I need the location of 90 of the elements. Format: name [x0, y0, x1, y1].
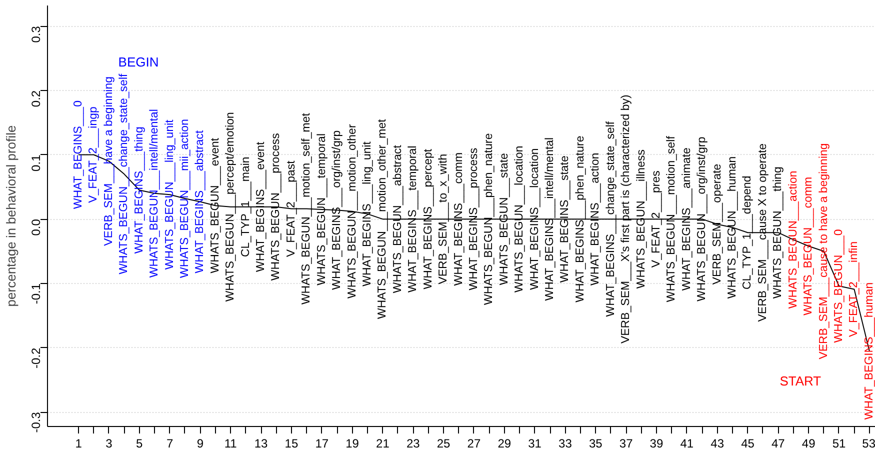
x-tick-label: 37 [619, 436, 634, 450]
annotation: START [780, 373, 822, 388]
annotation: WHATS_BEGUN___state [498, 153, 510, 286]
x-tick-label: 19 [346, 436, 360, 450]
x-tick-label: 53 [862, 436, 875, 450]
x-tick-label: 47 [771, 436, 786, 450]
x-tick-label: 51 [832, 436, 846, 450]
annotation: WHAT_BEGINS___state [559, 156, 572, 283]
y-tick-label: -0.1 [29, 283, 43, 304]
annotation: VERB_SEM___operate [711, 164, 724, 285]
annotation: WHAT_BEGINS___change_state_self [604, 120, 617, 317]
annotation: VERB_SEM___cause to have a beginning [818, 143, 830, 360]
annotation: WHAT_BEGINS___location [528, 148, 541, 290]
annotation: WHAT_BEGINS___org/inst/grp [331, 130, 344, 290]
annotation: VERB_SEM___cause X to operate [756, 143, 769, 322]
annotation: WHATS_BEGUN___phen_nature [483, 133, 496, 305]
x-tick-label: 49 [802, 436, 816, 450]
x-tick-label: 43 [710, 436, 724, 450]
annotation: VERB_SEM___to_x_with [438, 154, 450, 284]
x-tick-label: 5 [136, 436, 144, 450]
annotation: WHATS_BEGUN___motion_other [346, 124, 358, 299]
annotation: WHAT_BEGINS___action [590, 152, 602, 286]
annotation: WHATS_BEGUN___0 [832, 229, 845, 343]
annotation: WHATS_BEGUN___temporal [316, 133, 328, 286]
x-tick-label: 17 [315, 436, 329, 450]
y-axis-title: percentage in behavioral profile [4, 125, 18, 307]
annotation: WHATS_BEGUN___percept/emotion [224, 112, 237, 302]
annotation: WHATS_BEGUN___human [726, 156, 739, 299]
annotation: CL_TYP_1___depend [742, 176, 754, 290]
annotation: WHATS_BEGUN___ling_unit [164, 118, 176, 270]
annotation: WHATS_BEGUN___motion_other_met [376, 118, 389, 320]
annotation: WHAT_BEGINS___percept [422, 148, 434, 290]
x-tick-label: 3 [106, 436, 113, 450]
annotation: BEGIN [118, 54, 159, 70]
annotation: WHAT_BEGINS___event [255, 140, 268, 272]
annotation: WHATS_BEGUN___process [270, 132, 282, 281]
annotation: WHAT_BEGINS___animate [680, 148, 693, 291]
annotation: WHATS_BEGUN___abstract [392, 144, 404, 294]
annotation: WHAT_BEGINS___human [863, 282, 875, 420]
annotation: WHATS_BEGUN___mii_action [178, 119, 191, 278]
annotation: WHAT_BEGINS___process [468, 148, 480, 290]
annotation: V_FEAT_2___pres [650, 170, 662, 268]
annotation: WHAT_BEGINS___temporal [407, 146, 420, 292]
annotation: WHATS_BEGUN___action [787, 170, 800, 309]
annotation: WHAT_BEGINS___abstract [194, 129, 206, 274]
x-tick-label: 41 [680, 436, 694, 450]
x-tick-label: 45 [741, 436, 755, 450]
x-tick-label: 25 [436, 436, 451, 450]
annotation: V_FEAT_2___ingp [88, 106, 100, 203]
annotation: WHAT_BEGINS___comm [452, 152, 465, 286]
y-tick-label: 0.2 [29, 90, 43, 108]
x-tick-label: 21 [376, 436, 390, 450]
annotation: WHATS_BEGUN___thing [772, 166, 784, 299]
annotation: WHAT_BEGINS___ling_unit [362, 140, 374, 286]
y-tick-label: 0.0 [29, 218, 43, 236]
x-tick-label: 33 [558, 436, 572, 450]
x-tick-label: 1 [75, 436, 82, 450]
x-tick-label: 31 [528, 436, 542, 450]
annotation: WHAT_BEGINS___thing [133, 126, 146, 254]
annotation: WHATS_BEGUN___location [514, 146, 526, 292]
x-tick-label: 15 [284, 436, 298, 450]
annotation: CL_TYP_1___main [240, 156, 252, 258]
annotation: WHAT_BEGINS___intell/mental [544, 137, 556, 301]
annotation: VERB_SEM___X's first part is (characterized by) [620, 94, 632, 344]
x-tick-label: 23 [406, 436, 420, 450]
annotation: WHATS_BEGUN___org/inst/grp [696, 136, 708, 302]
x-tick-label: 39 [650, 436, 664, 450]
annotation: WHATS_BEGUN___intell/mental [148, 109, 161, 278]
x-tick-label: 29 [498, 436, 512, 450]
annotation: VERB_SEM___have a beginning [102, 76, 115, 246]
annotation: WHAT_BEGINS___0 [72, 100, 85, 209]
x-tick-label: 11 [224, 436, 238, 450]
annotation: WHATS_BEGUN___motion_self_met [300, 112, 313, 305]
annotation: WHATS_BEGUN___illness [635, 149, 648, 289]
annotation: WHAT_BEGINS___phen_nature [574, 136, 586, 302]
y-tick-label: 0.1 [29, 154, 43, 172]
y-tick-label: -0.2 [29, 347, 43, 368]
annotation: WHATS_BEGUN___comm [802, 176, 815, 316]
annotation: WHATS_BEGUN___event [209, 137, 222, 274]
x-tick-label: 7 [166, 436, 174, 450]
y-tick-label: -0.3 [29, 412, 43, 433]
x-tick-label: 35 [588, 436, 603, 450]
annotation: V_FEAT_2___past [285, 160, 298, 257]
x-tick-label: 13 [254, 436, 268, 450]
x-tick-label: 27 [467, 436, 481, 450]
annotation: WHATS_BEGUN___change_state_self [118, 73, 130, 274]
x-tick-label: 9 [196, 436, 204, 450]
annotation: V_FEAT_2___infin [848, 241, 860, 338]
annotation: WHATS_BEGUN___motion_self [666, 135, 678, 302]
y-tick-label: 0.3 [29, 26, 43, 43]
